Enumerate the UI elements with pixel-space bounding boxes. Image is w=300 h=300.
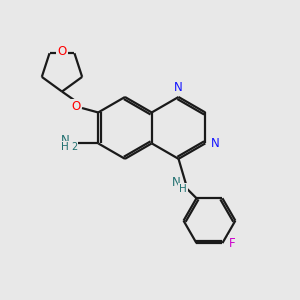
Text: 2: 2	[71, 142, 77, 152]
Text: H: H	[179, 184, 187, 194]
Text: N: N	[174, 81, 183, 94]
Text: N: N	[172, 176, 181, 189]
Text: H: H	[61, 142, 69, 152]
Text: O: O	[71, 100, 80, 113]
Text: O: O	[57, 45, 67, 58]
Text: F: F	[229, 237, 236, 250]
Text: N: N	[61, 134, 69, 147]
Text: N: N	[211, 137, 219, 150]
